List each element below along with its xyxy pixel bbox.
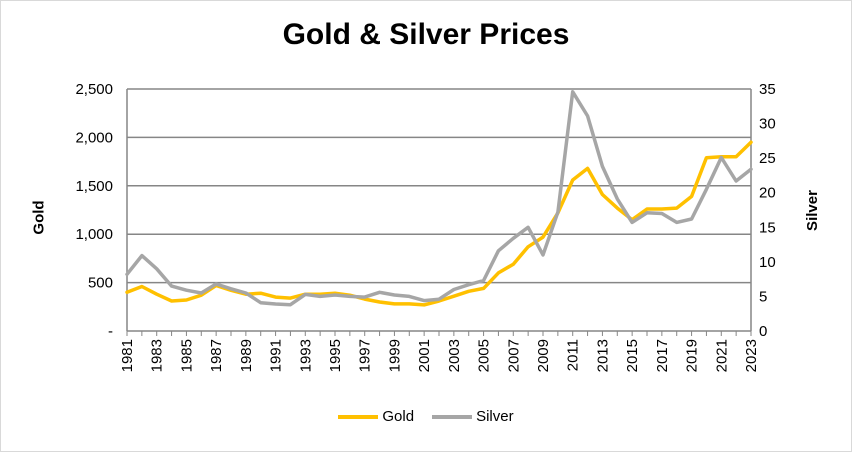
legend-label-silver: Silver — [476, 408, 514, 425]
left-tick-label: 1,500 — [75, 178, 113, 195]
chart-title: Gold & Silver Prices — [282, 18, 570, 51]
x-tick-label: 1983 — [149, 339, 166, 372]
right-tick-label: 10 — [759, 254, 776, 271]
left-tick-label: - — [108, 323, 113, 340]
right-tick-label: 35 — [759, 81, 776, 98]
legend: Gold Silver — [0, 408, 852, 425]
x-tick-label: 1993 — [297, 339, 314, 372]
x-tick-label: 2015 — [624, 339, 641, 372]
left-tick-label: 1,000 — [75, 226, 113, 243]
x-tick-label: 2019 — [684, 339, 701, 372]
x-tick-label: 2011 — [565, 339, 582, 371]
series-line-silver — [125, 90, 753, 307]
right-tick-label: 25 — [759, 150, 776, 167]
x-tick-label: 2021 — [713, 339, 730, 372]
legend-item-gold: Gold — [338, 408, 414, 425]
right-tick-label: 5 — [759, 288, 767, 305]
right-tick-label: 0 — [759, 323, 767, 340]
series-line-gold — [125, 140, 753, 307]
x-tick-label: 2013 — [594, 339, 611, 372]
x-tick-label: 1985 — [178, 339, 195, 372]
right-tick-label: 15 — [759, 219, 776, 236]
legend-swatch-gold — [338, 414, 379, 419]
left-tick-label: 500 — [88, 275, 113, 292]
left-tick-label: 2,500 — [75, 81, 113, 98]
x-tick-label: 2003 — [446, 339, 463, 372]
right-tick-label: 30 — [759, 116, 776, 133]
x-tick-label: 2023 — [743, 339, 760, 372]
x-tick-label: 2005 — [476, 339, 493, 372]
legend-swatch-silver — [432, 414, 473, 419]
x-tick-label: 1999 — [386, 339, 403, 372]
right-tick-label: 20 — [759, 185, 776, 202]
x-tick-label: 2007 — [505, 339, 522, 372]
legend-label-gold: Gold — [382, 408, 415, 425]
x-tick-label: 1989 — [238, 339, 255, 372]
x-tick-label: 1981 — [119, 339, 136, 372]
x-tick-label: 1987 — [208, 339, 225, 372]
x-tick-label: 2017 — [654, 339, 671, 372]
x-tick-label: 2009 — [535, 339, 552, 372]
x-tick-label: 1991 — [268, 339, 285, 372]
x-tick-label: 1997 — [357, 339, 374, 372]
left-tick-label: 2,000 — [75, 129, 113, 146]
x-tick-label: 2001 — [416, 339, 433, 372]
legend-item-silver: Silver — [432, 408, 514, 425]
x-tick-label: 1995 — [327, 339, 344, 372]
